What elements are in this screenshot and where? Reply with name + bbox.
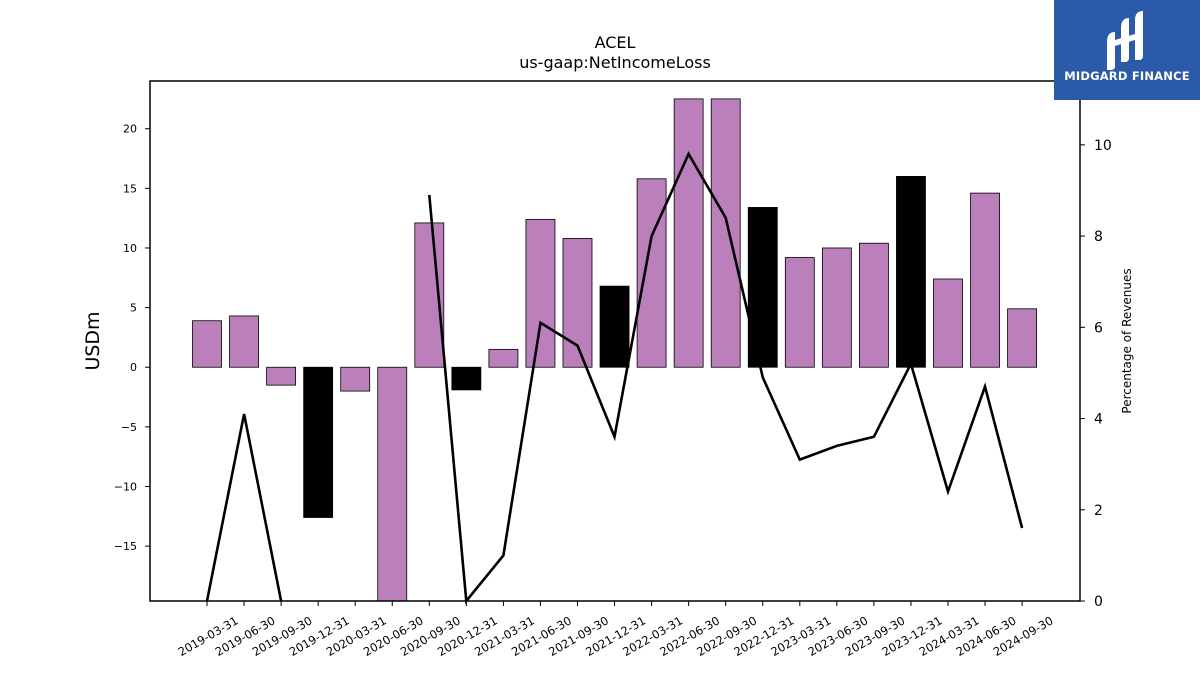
logo-mark-icon [1107,11,1143,70]
bar [784,257,815,368]
y-tick-label: −15 [114,540,137,553]
logo-text: MIDGARD FINANCE [1064,69,1190,83]
bar [896,176,926,368]
line-layer [205,151,1024,605]
bar [821,247,852,368]
bar [192,320,222,368]
series-line [205,413,283,602]
bar [636,178,667,368]
y2-tick-label: 0 [1094,594,1103,610]
y2-axis-label: Percentage of Revenues [1120,268,1134,413]
bar [340,366,371,392]
chart-title: ACEL [595,33,636,52]
y-tick-label: 15 [123,182,137,195]
bar [266,366,297,386]
bar [525,218,556,368]
brand-logo: MIDGARD FINANCE [1054,0,1200,100]
y2-tick-label: 10 [1094,138,1112,154]
bar [747,207,778,368]
y2-tick-label: 4 [1094,412,1103,428]
bar [710,98,741,368]
bar [377,366,408,602]
bar [859,242,889,368]
y2-tick-label: 2 [1094,503,1103,519]
bar [488,348,519,368]
x-axis: 2019-03-312019-06-302019-09-302019-12-31… [176,601,1056,659]
y-axis-label: USDm [82,311,104,370]
bar [303,366,334,518]
y-tick-label: −10 [114,481,137,494]
y-tick-label: 20 [123,123,137,136]
bar [451,366,482,391]
bar [673,98,704,368]
series-line [428,151,1024,605]
bar [599,285,630,368]
chart-subtitle: us-gaap:NetIncomeLoss [519,53,711,72]
y-tick-label: 5 [130,302,137,315]
y-axis-left: −15 −10 −5 0 5 10 15 20 [114,123,150,553]
bar [1007,308,1037,368]
bar [933,278,963,368]
y-tick-label: −5 [121,421,137,434]
y-axis-right: 0 2 4 6 8 10 [1080,138,1112,610]
bar [970,192,1000,368]
y2-tick-label: 8 [1094,229,1103,245]
bars-layer [192,98,1037,602]
bar [229,315,259,368]
y2-tick-label: 6 [1094,320,1103,336]
y-tick-label: 10 [123,242,137,255]
y-tick-label: 0 [130,361,137,374]
